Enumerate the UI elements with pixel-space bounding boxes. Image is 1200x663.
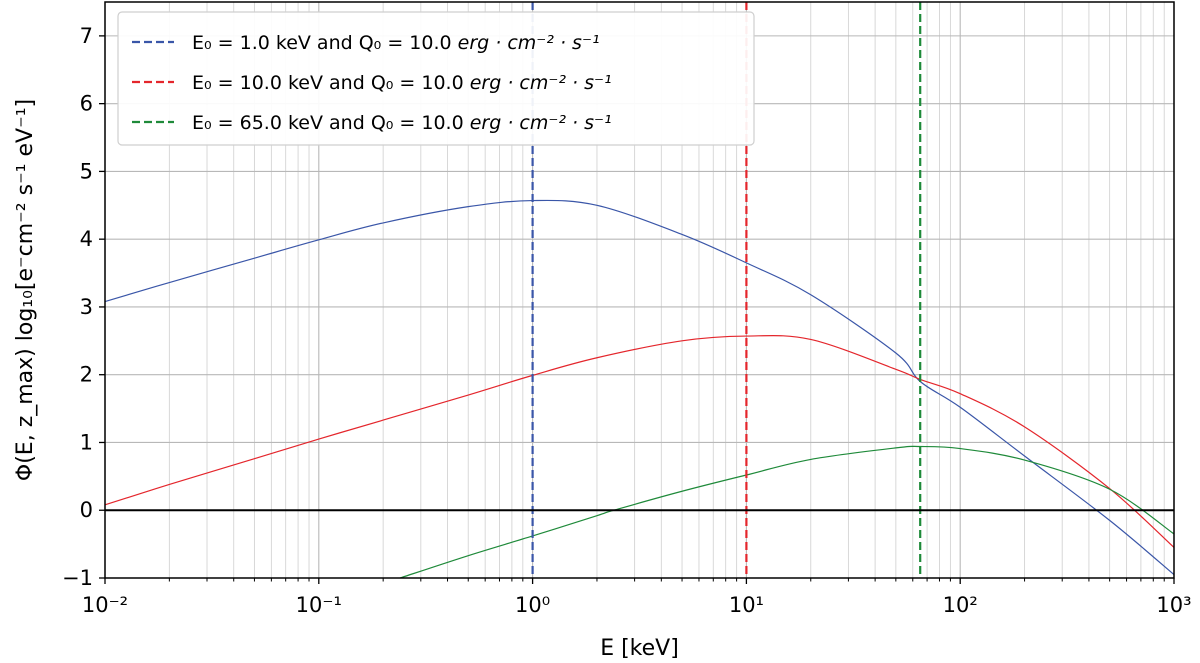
x-tick-label: 10⁰ bbox=[515, 593, 550, 617]
y-tick-label: 7 bbox=[80, 24, 93, 48]
legend-label-1: E₀ = 1.0 keV and Q₀ = 10.0 erg · cm⁻² · … bbox=[192, 32, 600, 54]
y-tick-label: 1 bbox=[80, 430, 93, 454]
x-tick-label: 10² bbox=[943, 593, 978, 617]
x-tick-label: 10⁻¹ bbox=[296, 593, 342, 617]
x-tick-label: 10¹ bbox=[729, 593, 764, 617]
legend-box bbox=[117, 11, 755, 146]
y-tick-label: 5 bbox=[80, 159, 93, 183]
y-tick-label: 4 bbox=[80, 227, 93, 251]
y-axis-title: Φ(E, z_max) log₁₀[e⁻cm⁻² s⁻¹ eV⁻¹] bbox=[13, 99, 38, 481]
legend-unit-text: erg · cm⁻² · s⁻¹ bbox=[470, 112, 612, 134]
x-tick-label: 10³ bbox=[1156, 593, 1191, 617]
y-tick-label: 2 bbox=[80, 363, 93, 387]
legend-flux-text: Q₀ = 10.0 bbox=[359, 32, 458, 54]
x-axis-ticks: 10⁻² 10⁻¹ 10⁰ 10¹ 10² 10³ bbox=[82, 578, 1192, 617]
series-line-3 bbox=[399, 445, 1175, 579]
series-layer bbox=[104, 199, 1175, 579]
legend-label-3: E₀ = 65.0 keV and Q₀ = 10.0 erg · cm⁻² ·… bbox=[192, 112, 612, 134]
y-tick-label: 3 bbox=[80, 295, 93, 319]
x-axis-title: E [keV] bbox=[600, 636, 679, 661]
legend-unit-text: erg · cm⁻² · s⁻¹ bbox=[458, 32, 600, 54]
legend-energy-text: E₀ = 1.0 keV and bbox=[192, 32, 359, 54]
legend-unit-text: erg · cm⁻² · s⁻¹ bbox=[470, 72, 612, 94]
legend-flux-text: Q₀ = 10.0 bbox=[371, 72, 470, 94]
y-axis-ticks: −1 0 1 2 3 4 5 6 7 bbox=[62, 24, 105, 590]
series-line-2 bbox=[104, 334, 1175, 548]
x-tick-label: 10⁻² bbox=[82, 593, 128, 617]
plot-frame bbox=[104, 1, 1175, 579]
legend-energy-text: E₀ = 10.0 keV and bbox=[192, 72, 371, 94]
y-tick-label: −1 bbox=[62, 566, 93, 590]
y-tick-label: 0 bbox=[80, 498, 93, 522]
legend-label-2: E₀ = 10.0 keV and Q₀ = 10.0 erg · cm⁻² ·… bbox=[192, 72, 612, 94]
legend-flux-text: Q₀ = 10.0 bbox=[371, 112, 470, 134]
series-line-1 bbox=[104, 199, 1175, 576]
y-tick-label: 6 bbox=[80, 92, 93, 116]
legend-energy-text: E₀ = 65.0 keV and bbox=[192, 112, 371, 134]
legend: E₀ = 1.0 keV and Q₀ = 10.0 erg · cm⁻² · … bbox=[117, 11, 755, 146]
